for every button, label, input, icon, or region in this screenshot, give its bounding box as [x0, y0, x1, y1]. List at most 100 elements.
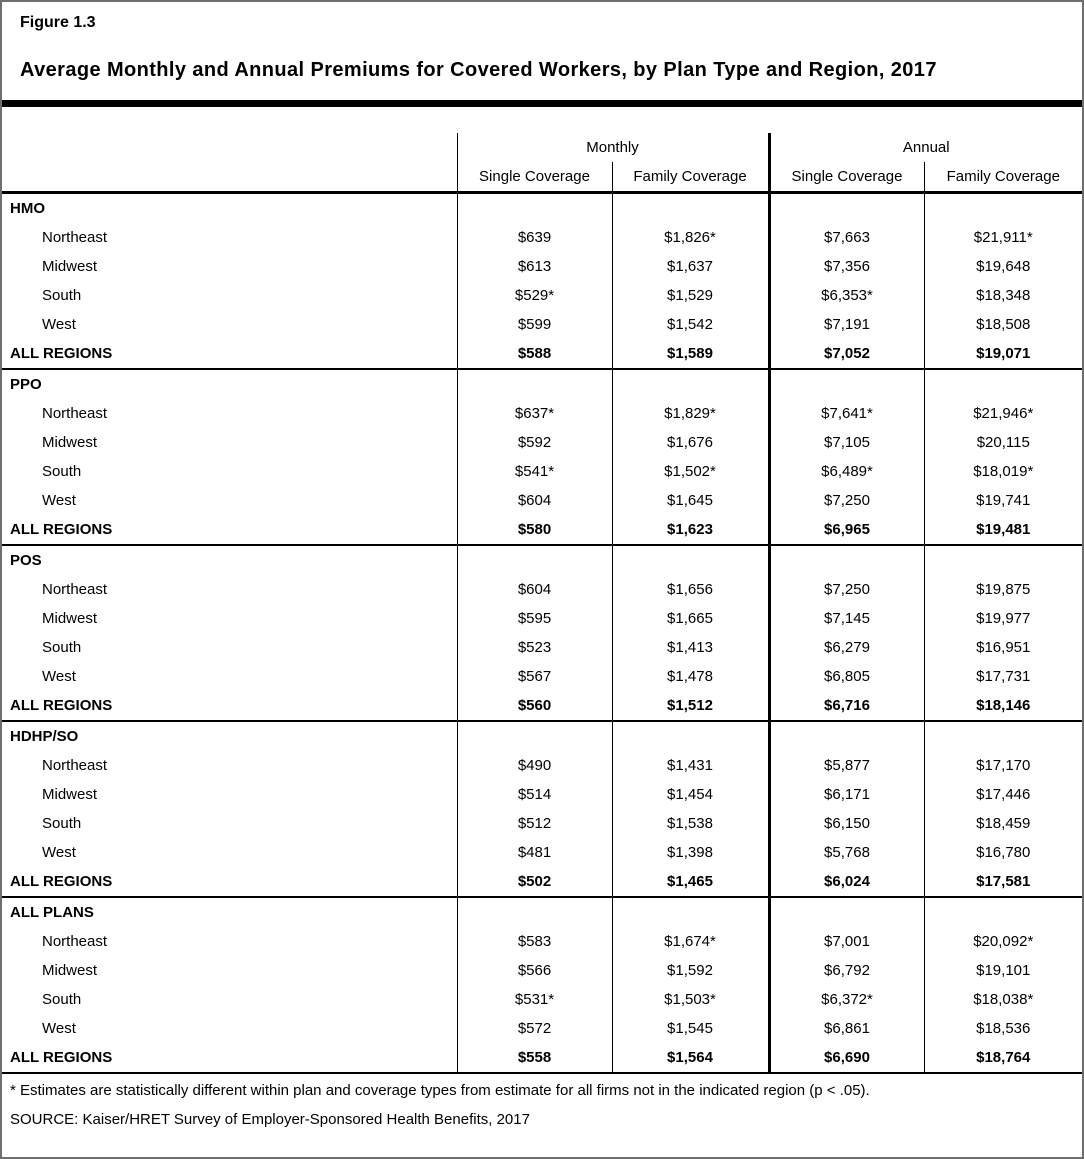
value-cell: $1,665 [611, 604, 769, 633]
empty-cell [611, 545, 769, 575]
value-cell: $18,019* [923, 457, 1082, 486]
value-cell: $19,741 [923, 486, 1082, 515]
region-label: South [42, 463, 82, 480]
all-regions-label: ALL REGIONS [10, 697, 113, 714]
value-cell: $7,191 [767, 310, 924, 339]
value-cell: $17,581 [923, 867, 1082, 897]
plan-name-row: ALL PLANS [2, 897, 1082, 927]
value-cell: $1,502* [611, 457, 769, 486]
title-divider-rule [2, 100, 1082, 107]
empty-cell [456, 545, 612, 575]
region-label: South [42, 287, 82, 304]
value-cell: $604 [456, 486, 612, 515]
value-cell: $19,481 [923, 515, 1082, 545]
region-row: Midwest $613 $1,637 $7,356 $19,648 [2, 252, 1082, 281]
all-regions-row: ALL REGIONS $558 $1,564 $6,690 $18,764 [2, 1043, 1082, 1073]
value-cell: $566 [456, 956, 612, 985]
plan-name-row: HMO [2, 192, 1082, 223]
value-cell: $17,446 [923, 780, 1082, 809]
value-cell: $1,829* [611, 399, 769, 428]
value-cell: $637* [456, 399, 612, 428]
value-cell: $18,508 [923, 310, 1082, 339]
region-label: West [42, 1020, 76, 1037]
region-label: Midwest [42, 786, 98, 803]
value-cell: $541* [456, 457, 612, 486]
value-cell: $6,171 [767, 780, 924, 809]
value-cell: $6,372* [767, 985, 924, 1014]
value-cell: $18,536 [923, 1014, 1082, 1043]
value-cell: $5,877 [767, 751, 924, 780]
value-cell: $1,465 [611, 867, 769, 897]
empty-cell [456, 721, 612, 751]
value-cell: $19,101 [923, 956, 1082, 985]
value-cell: $481 [456, 838, 612, 867]
region-row: South $531* $1,503* $6,372* $18,038* [2, 985, 1082, 1014]
plan-section: HMO Northeast $639 $1,826* $7,663 $21,911* Mid… [2, 192, 1082, 369]
value-cell: $560 [456, 691, 612, 721]
group-header-monthly: Monthly [456, 133, 769, 162]
empty-cell [767, 369, 924, 399]
all-regions-label: ALL REGIONS [10, 521, 113, 538]
value-cell: $6,805 [767, 662, 924, 691]
value-cell: $17,731 [923, 662, 1082, 691]
value-cell: $18,146 [923, 691, 1082, 721]
region-label: Midwest [42, 434, 98, 451]
empty-cell [456, 192, 612, 223]
all-regions-label: ALL REGIONS [10, 873, 113, 890]
empty-cell [767, 721, 924, 751]
value-cell: $592 [456, 428, 612, 457]
value-cell: $1,592 [611, 956, 769, 985]
row-label-column-header [2, 162, 457, 193]
region-label: West [42, 668, 76, 685]
value-cell: $19,071 [923, 339, 1082, 369]
value-cell: $6,150 [767, 809, 924, 838]
empty-cell [923, 369, 1082, 399]
region-label: South [42, 991, 82, 1008]
value-cell: $599 [456, 310, 612, 339]
value-cell: $18,038* [923, 985, 1082, 1014]
empty-cell [767, 545, 924, 575]
plan-section: PPO Northeast $637* $1,829* $7,641* $21,946* M… [2, 369, 1082, 545]
region-row: West $567 $1,478 $6,805 $17,731 [2, 662, 1082, 691]
value-cell: $490 [456, 751, 612, 780]
plan-name-row: POS [2, 545, 1082, 575]
value-cell: $7,356 [767, 252, 924, 281]
value-cell: $1,538 [611, 809, 769, 838]
empty-cell [923, 192, 1082, 223]
region-label: West [42, 316, 76, 333]
value-cell: $20,092* [923, 927, 1082, 956]
value-cell: $18,764 [923, 1043, 1082, 1073]
region-label: Midwest [42, 258, 98, 275]
value-cell: $1,529 [611, 281, 769, 310]
empty-cell [923, 721, 1082, 751]
value-cell: $1,512 [611, 691, 769, 721]
value-cell: $20,115 [923, 428, 1082, 457]
value-cell: $1,545 [611, 1014, 769, 1043]
value-cell: $523 [456, 633, 612, 662]
column-header-monthly-single: Single Coverage [456, 162, 612, 193]
value-cell: $1,656 [611, 575, 769, 604]
figure-header: Figure 1.3 Average Monthly and Annual Pr… [2, 2, 1082, 82]
value-cell: $17,170 [923, 751, 1082, 780]
region-label: West [42, 844, 76, 861]
table-header: Monthly Annual Single Coverage Family Co… [2, 133, 1082, 193]
value-cell: $19,648 [923, 252, 1082, 281]
all-regions-label: ALL REGIONS [10, 345, 113, 362]
value-cell: $6,861 [767, 1014, 924, 1043]
value-cell: $613 [456, 252, 612, 281]
value-cell: $21,946* [923, 399, 1082, 428]
value-cell: $18,459 [923, 809, 1082, 838]
value-cell: $1,826* [611, 223, 769, 252]
value-cell: $512 [456, 809, 612, 838]
premiums-table: Monthly Annual Single Coverage Family Co… [2, 133, 1082, 1074]
value-cell: $19,977 [923, 604, 1082, 633]
region-label: Midwest [42, 962, 98, 979]
value-cell: $588 [456, 339, 612, 369]
empty-cell [767, 897, 924, 927]
value-cell: $7,250 [767, 486, 924, 515]
region-row: Midwest $566 $1,592 $6,792 $19,101 [2, 956, 1082, 985]
value-cell: $1,589 [611, 339, 769, 369]
figure-title: Average Monthly and Annual Premiums for … [20, 59, 937, 81]
value-cell: $6,489* [767, 457, 924, 486]
empty-cell [611, 897, 769, 927]
